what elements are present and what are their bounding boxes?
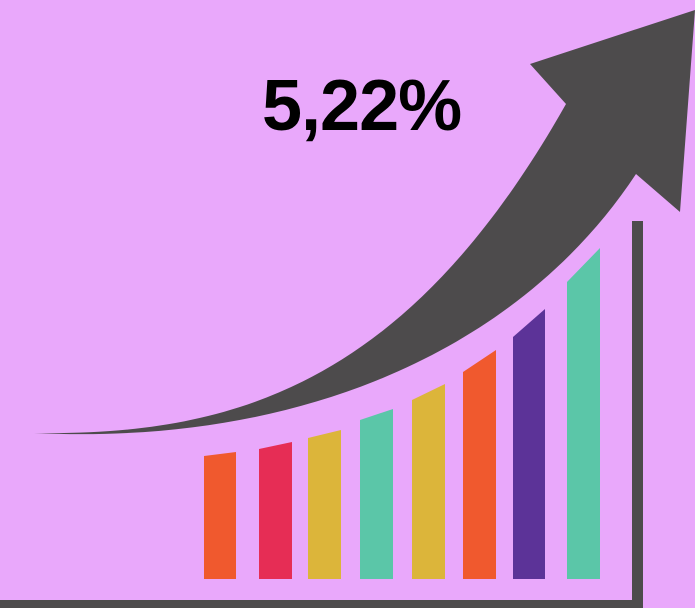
growth-bar-1 (204, 452, 236, 579)
growth-bar-8 (567, 248, 600, 579)
bars-group (204, 248, 600, 579)
growth-bar-6 (463, 350, 496, 579)
x-axis-line (0, 600, 643, 608)
growth-bar-5 (412, 384, 445, 579)
growth-bar-3 (308, 430, 341, 579)
growth-bar-2 (259, 442, 292, 579)
growth-bar-7 (513, 309, 545, 579)
growth-bar-4 (360, 409, 393, 579)
up-trend-arrow-icon (34, 10, 695, 435)
axes-group (0, 221, 643, 608)
y-axis-line (632, 221, 643, 608)
growth-percentage-label: 5,22% (262, 66, 462, 146)
